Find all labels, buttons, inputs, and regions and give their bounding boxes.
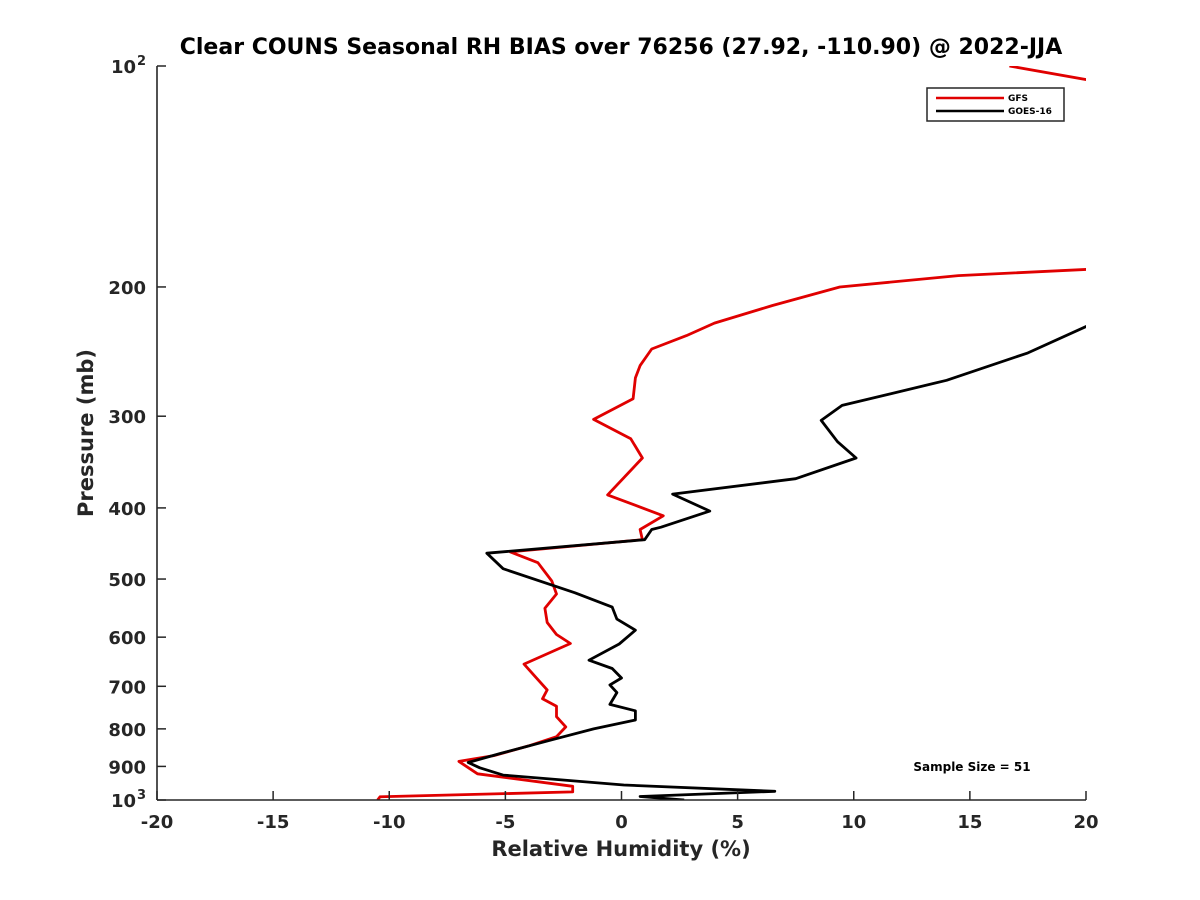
sample-size-annotation: Sample Size = 51 — [913, 760, 1030, 774]
x-tick-label: -5 — [495, 812, 515, 833]
series-line-goes-16 — [466, 325, 1086, 800]
y-tick-label: 200 — [108, 278, 146, 299]
x-tick-label: 10 — [841, 812, 866, 833]
y-tick-label: 400 — [108, 499, 146, 520]
y-tick-exponent: 2 — [137, 54, 146, 69]
y-tick-label: 700 — [108, 677, 146, 698]
y-axis-label: Pressure (mb) — [74, 349, 98, 517]
x-tick-label: 20 — [1073, 812, 1098, 833]
y-tick-exponent: 3 — [137, 788, 146, 803]
legend: GFS GOES-16 — [926, 87, 1065, 122]
x-tick-label: 5 — [731, 812, 744, 833]
y-tick-label: 500 — [108, 570, 146, 591]
y-tick-label: 300 — [108, 407, 146, 428]
y-tick-label: 10 — [111, 57, 136, 78]
x-tick-label: -15 — [257, 812, 290, 833]
legend-label-goes-16: GOES-16 — [1008, 107, 1052, 117]
legend-label-gfs: GFS — [1008, 94, 1028, 104]
x-tick-label: -10 — [373, 812, 406, 833]
x-tick-label: 0 — [615, 812, 628, 833]
x-tick-label: -20 — [141, 812, 174, 833]
x-axis-label: Relative Humidity (%) — [491, 837, 750, 861]
legend-box — [926, 87, 1065, 122]
y-tick-label: 900 — [108, 757, 146, 778]
series-layer — [376, 66, 1086, 800]
x-tick-label: 15 — [957, 812, 982, 833]
chart-title: Clear COUNS Seasonal RH BIAS over 76256 … — [180, 35, 1063, 60]
y-tick-label: 800 — [108, 720, 146, 741]
y-tick-label: 600 — [108, 628, 146, 649]
x-ticks: -20 -15 -10 -5 0 5 10 15 20 — [141, 791, 1099, 833]
y-tick-label: 10 — [111, 791, 136, 812]
